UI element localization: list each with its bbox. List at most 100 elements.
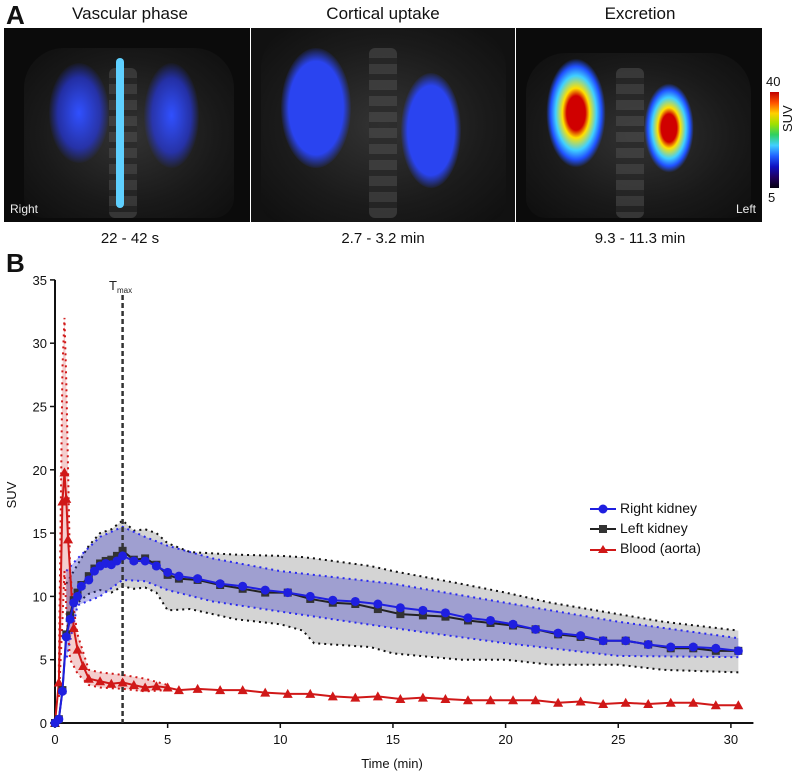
data-point-left-kidney bbox=[396, 610, 405, 619]
data-point-right-kidney bbox=[508, 619, 518, 629]
data-point-blood bbox=[327, 691, 338, 701]
data-point-blood bbox=[173, 685, 184, 695]
orientation-right-label: Right bbox=[10, 202, 39, 216]
data-point-blood bbox=[282, 688, 293, 698]
x-tick-label: 20 bbox=[498, 732, 512, 747]
x-tick-label: 30 bbox=[724, 732, 738, 747]
data-point-blood bbox=[151, 681, 162, 691]
data-point-blood bbox=[598, 699, 609, 709]
y-tick-label: 15 bbox=[33, 526, 47, 541]
data-point-right-kidney bbox=[193, 574, 203, 584]
data-point-blood bbox=[63, 534, 74, 544]
data-point-blood bbox=[95, 676, 106, 686]
data-point-blood bbox=[508, 695, 519, 705]
legend-blood: Blood (aorta) bbox=[590, 540, 701, 556]
data-point-right-kidney bbox=[666, 642, 676, 652]
data-point-left-kidney bbox=[118, 546, 127, 555]
data-point-right-kidney bbox=[598, 636, 608, 646]
data-point-blood bbox=[192, 683, 203, 693]
x-tick-label: 15 bbox=[386, 732, 400, 747]
y-tick-label: 10 bbox=[33, 589, 47, 604]
data-point-blood bbox=[710, 700, 721, 710]
data-point-blood bbox=[575, 696, 586, 706]
data-point-blood bbox=[128, 680, 139, 690]
suv-colorbar bbox=[770, 92, 779, 188]
data-point-blood bbox=[78, 661, 89, 671]
data-point-blood bbox=[643, 699, 654, 709]
circle-marker-icon bbox=[590, 504, 616, 514]
data-point-right-kidney bbox=[328, 595, 338, 605]
data-point-right-kidney bbox=[711, 643, 721, 653]
pet-image-cortical bbox=[251, 28, 515, 222]
data-point-right-kidney bbox=[463, 613, 473, 623]
data-point-right-kidney bbox=[350, 596, 360, 606]
time-caption-excretion: 9.3 - 11.3 min bbox=[594, 230, 686, 247]
data-point-right-kidney bbox=[576, 631, 586, 641]
sd-band-upper-0 bbox=[65, 525, 739, 640]
data-point-right-kidney bbox=[118, 551, 128, 561]
colorbar-label: SUV bbox=[780, 105, 795, 132]
data-point-blood bbox=[530, 695, 541, 705]
data-point-blood bbox=[372, 691, 383, 701]
colorbar-max: 40 bbox=[766, 74, 781, 89]
data-point-right-kidney bbox=[621, 636, 631, 646]
x-tick-label: 0 bbox=[51, 732, 58, 747]
data-point-left-kidney bbox=[373, 605, 382, 614]
data-point-blood bbox=[665, 697, 676, 707]
data-point-right-kidney bbox=[260, 585, 270, 595]
panel-title-excretion: Excretion bbox=[604, 4, 676, 23]
data-point-blood bbox=[53, 677, 64, 687]
square-marker-icon bbox=[590, 525, 616, 534]
data-point-right-kidney bbox=[643, 640, 653, 650]
data-point-right-kidney bbox=[140, 556, 150, 566]
colorbar-min: 5 bbox=[768, 190, 776, 205]
y-tick-label: 30 bbox=[33, 336, 47, 351]
tmax-text: T bbox=[109, 278, 117, 293]
tmax-label: Tmax bbox=[109, 278, 132, 295]
sd-band-lower-1 bbox=[65, 585, 739, 674]
time-caption-cortical: 2.7 - 3.2 min bbox=[341, 230, 425, 247]
data-point-right-kidney bbox=[151, 561, 161, 571]
pet-image-vascular: Right bbox=[4, 28, 250, 222]
data-point-right-kidney bbox=[61, 632, 71, 642]
data-point-left-kidney bbox=[418, 611, 427, 620]
data-point-blood bbox=[440, 693, 451, 703]
data-point-right-kidney bbox=[54, 714, 64, 724]
data-point-blood bbox=[350, 692, 361, 702]
panel-b-label: B bbox=[6, 248, 25, 278]
x-tick-label: 25 bbox=[611, 732, 625, 747]
x-tick-label: 5 bbox=[164, 732, 171, 747]
data-point-blood bbox=[305, 688, 316, 698]
data-point-right-kidney bbox=[57, 686, 67, 696]
data-point-right-kidney bbox=[440, 608, 450, 618]
data-point-right-kidney bbox=[486, 615, 496, 625]
data-point-right-kidney bbox=[76, 581, 86, 591]
suv-time-chart: 0 5 10 15 20 25 30 35 0 5 10 15 20 25 30 SUV Time (min… bbox=[4, 273, 754, 771]
data-point-blood bbox=[462, 695, 473, 705]
sd-band-upper-1 bbox=[65, 519, 739, 632]
y-tick-label: 0 bbox=[40, 716, 47, 731]
data-point-blood bbox=[140, 682, 151, 692]
data-point-right-kidney bbox=[305, 591, 315, 601]
triangle-marker-icon bbox=[590, 545, 616, 554]
data-point-blood bbox=[72, 644, 83, 654]
pet-image-excretion: Left bbox=[516, 28, 762, 222]
data-point-blood bbox=[417, 692, 428, 702]
data-point-blood bbox=[553, 697, 564, 707]
panel-a-label: A bbox=[6, 0, 25, 30]
data-point-blood bbox=[83, 673, 94, 683]
data-point-blood bbox=[106, 678, 117, 688]
legend-label: Blood (aorta) bbox=[620, 540, 701, 556]
data-point-right-kidney bbox=[65, 614, 75, 624]
legend-left-kidney: Left kidney bbox=[590, 520, 688, 536]
panel-title-cortical: Cortical uptake bbox=[326, 4, 440, 23]
data-point-blood bbox=[733, 700, 744, 710]
data-point-blood bbox=[260, 687, 271, 697]
data-point-blood bbox=[688, 697, 699, 707]
y-tick-label: 25 bbox=[33, 400, 47, 415]
y-tick-label: 35 bbox=[33, 273, 47, 288]
data-point-blood bbox=[237, 685, 248, 695]
panel-title-vascular: Vascular phase bbox=[72, 4, 188, 23]
data-point-right-kidney bbox=[395, 603, 405, 613]
y-tick-label: 5 bbox=[40, 653, 47, 668]
